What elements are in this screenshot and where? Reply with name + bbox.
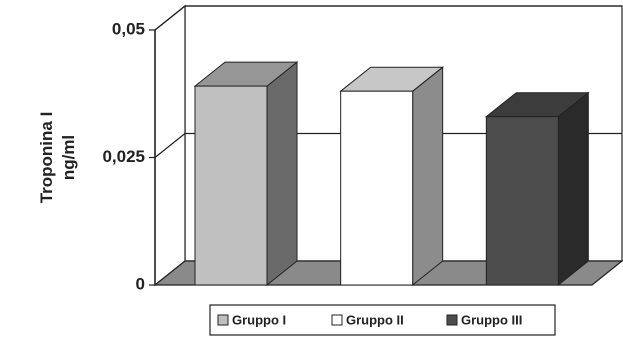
grid-line-side <box>154 5 186 31</box>
bar <box>340 90 414 286</box>
legend-swatch <box>217 314 229 326</box>
y-tick-label: 0,05 <box>112 19 145 38</box>
bar-side <box>557 91 589 287</box>
grid-line-side <box>154 133 186 158</box>
legend-swatch <box>446 314 458 326</box>
bar <box>485 116 559 286</box>
legend-label: Gruppo III <box>461 312 522 327</box>
legend-label: Gruppo II <box>346 312 404 327</box>
bar <box>194 85 268 286</box>
bar-side <box>412 66 444 287</box>
legend-label: Gruppo I <box>232 312 286 327</box>
y-axis-label-line: Troponina I <box>37 112 56 204</box>
legend-box <box>209 304 556 336</box>
y-tick-label: 0,025 <box>102 147 145 166</box>
y-tick-label: 0 <box>136 274 145 293</box>
y-axis-label-line: ng/ml <box>59 135 78 180</box>
bar-side <box>266 61 298 287</box>
legend-swatch <box>331 314 343 326</box>
